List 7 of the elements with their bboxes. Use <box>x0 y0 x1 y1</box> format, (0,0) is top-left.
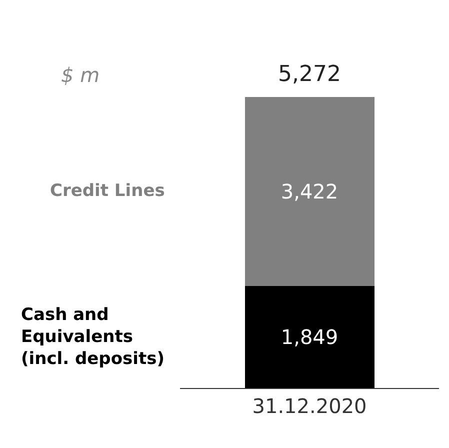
data-label: 3,422 <box>280 179 338 204</box>
text: Cash and Equivalents (incl. deposits) <box>21 305 164 370</box>
text: Credit Lines <box>50 181 165 201</box>
x-tick-label: 31.12.2020 <box>252 394 367 418</box>
total-label: 5,272 <box>278 62 341 87</box>
text: $ m <box>61 63 100 87</box>
data-label: 1,849 <box>280 324 338 349</box>
